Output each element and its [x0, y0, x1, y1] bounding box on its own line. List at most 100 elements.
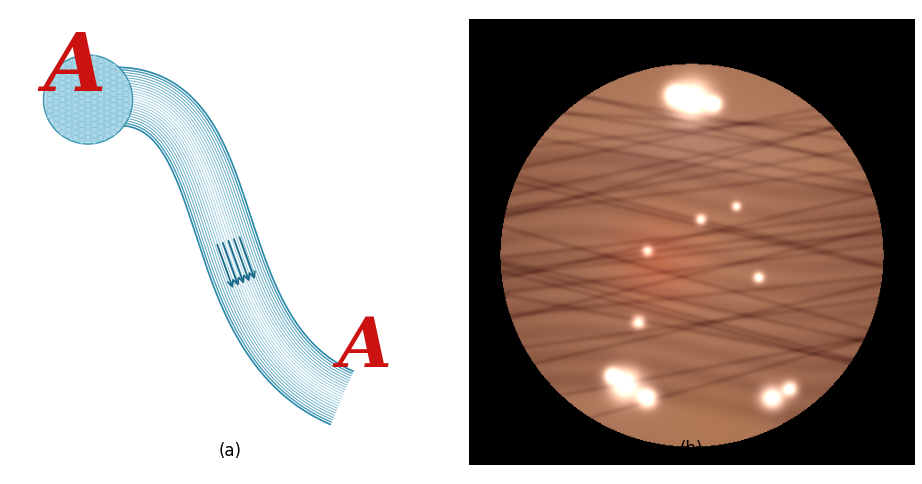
Circle shape: [91, 66, 98, 72]
Circle shape: [111, 86, 116, 91]
Circle shape: [98, 124, 103, 130]
Circle shape: [104, 89, 110, 94]
Circle shape: [47, 86, 53, 91]
Circle shape: [78, 72, 85, 77]
Circle shape: [85, 124, 91, 130]
Circle shape: [111, 102, 116, 108]
Circle shape: [91, 77, 98, 83]
Circle shape: [78, 66, 85, 72]
Circle shape: [85, 91, 91, 97]
Circle shape: [78, 127, 85, 133]
Circle shape: [66, 127, 72, 133]
Circle shape: [60, 113, 65, 119]
Circle shape: [91, 89, 98, 94]
Circle shape: [60, 86, 65, 91]
Circle shape: [111, 124, 116, 130]
Circle shape: [78, 138, 85, 144]
Text: A: A: [337, 314, 391, 381]
Circle shape: [124, 97, 129, 103]
Circle shape: [117, 77, 123, 83]
Text: (a): (a): [219, 442, 242, 460]
Circle shape: [98, 97, 103, 103]
Circle shape: [53, 110, 59, 116]
Circle shape: [98, 135, 103, 141]
Circle shape: [53, 99, 59, 105]
Circle shape: [78, 55, 85, 61]
Circle shape: [91, 83, 98, 89]
Circle shape: [73, 91, 78, 97]
Text: A: A: [43, 30, 106, 107]
Circle shape: [98, 113, 103, 119]
Circle shape: [91, 121, 98, 127]
Circle shape: [117, 94, 123, 100]
Circle shape: [117, 116, 123, 121]
Circle shape: [47, 97, 53, 103]
Circle shape: [78, 116, 85, 121]
Circle shape: [73, 63, 78, 69]
Circle shape: [98, 69, 103, 75]
Circle shape: [47, 91, 53, 97]
Circle shape: [66, 94, 72, 100]
Circle shape: [73, 130, 78, 136]
Circle shape: [85, 102, 91, 108]
Circle shape: [98, 63, 103, 69]
Circle shape: [117, 72, 123, 77]
Circle shape: [60, 91, 65, 97]
Circle shape: [66, 61, 72, 67]
Circle shape: [73, 75, 78, 80]
Circle shape: [104, 77, 110, 83]
Circle shape: [117, 89, 123, 94]
Circle shape: [85, 113, 91, 119]
Circle shape: [60, 130, 65, 136]
Circle shape: [66, 89, 72, 94]
Circle shape: [98, 86, 103, 91]
Circle shape: [78, 77, 85, 83]
Circle shape: [111, 63, 116, 69]
Circle shape: [104, 72, 110, 77]
Circle shape: [85, 58, 91, 64]
Circle shape: [53, 121, 59, 127]
Circle shape: [60, 97, 65, 103]
Circle shape: [104, 83, 110, 89]
Circle shape: [53, 94, 59, 100]
Circle shape: [98, 80, 103, 86]
Circle shape: [117, 105, 123, 111]
Circle shape: [111, 69, 116, 75]
Circle shape: [85, 130, 91, 136]
Circle shape: [53, 72, 59, 77]
Circle shape: [111, 113, 116, 119]
Circle shape: [60, 119, 65, 124]
Circle shape: [91, 94, 98, 100]
Circle shape: [124, 102, 129, 108]
Circle shape: [104, 94, 110, 100]
Circle shape: [73, 113, 78, 119]
Circle shape: [85, 107, 91, 113]
Circle shape: [47, 102, 53, 108]
Circle shape: [85, 69, 91, 75]
Circle shape: [66, 110, 72, 116]
Circle shape: [53, 83, 59, 89]
Circle shape: [104, 127, 110, 133]
Circle shape: [91, 61, 98, 67]
Circle shape: [91, 138, 98, 144]
Circle shape: [104, 61, 110, 67]
Circle shape: [66, 77, 72, 83]
Circle shape: [60, 107, 65, 113]
Circle shape: [104, 133, 110, 138]
Circle shape: [117, 121, 123, 127]
Circle shape: [91, 127, 98, 133]
Circle shape: [53, 116, 59, 121]
Circle shape: [91, 99, 98, 105]
Circle shape: [47, 113, 53, 119]
Circle shape: [85, 135, 91, 141]
Circle shape: [124, 91, 129, 97]
Circle shape: [85, 75, 91, 80]
Circle shape: [78, 133, 85, 138]
Circle shape: [66, 121, 72, 127]
Circle shape: [111, 119, 116, 124]
Circle shape: [98, 119, 103, 124]
Circle shape: [78, 121, 85, 127]
Circle shape: [60, 124, 65, 130]
Circle shape: [78, 99, 85, 105]
Circle shape: [104, 110, 110, 116]
